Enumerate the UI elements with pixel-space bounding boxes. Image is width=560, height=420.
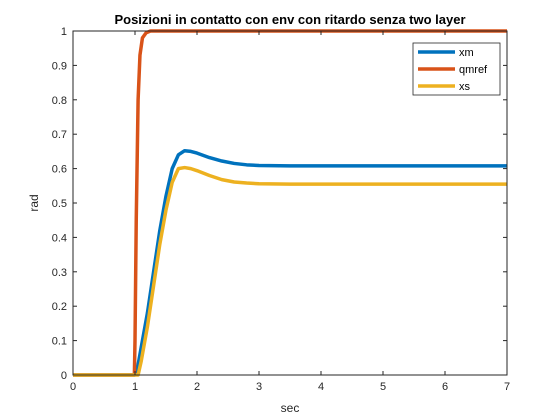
x-tick-label: 3 (256, 381, 262, 393)
y-tick-label: 0.8 (52, 95, 67, 107)
x-tick-label: 2 (194, 381, 200, 393)
y-tick-label: 0.3 (52, 267, 67, 279)
series-line-xs (73, 165, 507, 377)
series-line-xm (73, 148, 507, 377)
y-axis-label: rad (27, 194, 41, 211)
y-tick-label: 0.9 (52, 60, 67, 72)
y-tick-label: 0.6 (52, 164, 67, 176)
y-tick-label: 0.5 (52, 198, 67, 210)
x-tick-label: 7 (504, 381, 510, 393)
x-tick-label: 5 (380, 381, 386, 393)
y-tick-label: 0.7 (52, 129, 67, 141)
chart-title: Posizioni in contatto con env con ritard… (114, 12, 465, 27)
ticks-group: 0 1 2 3 4 5 6 7 0 0.1 0.2 0.3 0.4 0.5 0.6 0.7 0.8 0.9 1 (52, 26, 510, 393)
y-tick-label: 0.1 (52, 336, 67, 348)
legend-label-xs: xs (459, 81, 471, 93)
y-tick-label: 0 (61, 370, 67, 382)
legend: xm qmref xs (412, 42, 501, 96)
legend-label-xm: xm (459, 47, 474, 59)
y-tick-label: 0.4 (52, 232, 67, 244)
x-tick-label: 1 (132, 381, 138, 393)
y-tick-label: 0.2 (52, 301, 67, 313)
y-tick-label: 1 (61, 26, 67, 38)
x-tick-label: 6 (442, 381, 448, 393)
x-tick-label: 4 (318, 381, 324, 393)
x-axis-label: sec (281, 401, 300, 415)
legend-label-qmref: qmref (459, 64, 488, 76)
x-tick-label: 0 (70, 381, 76, 393)
